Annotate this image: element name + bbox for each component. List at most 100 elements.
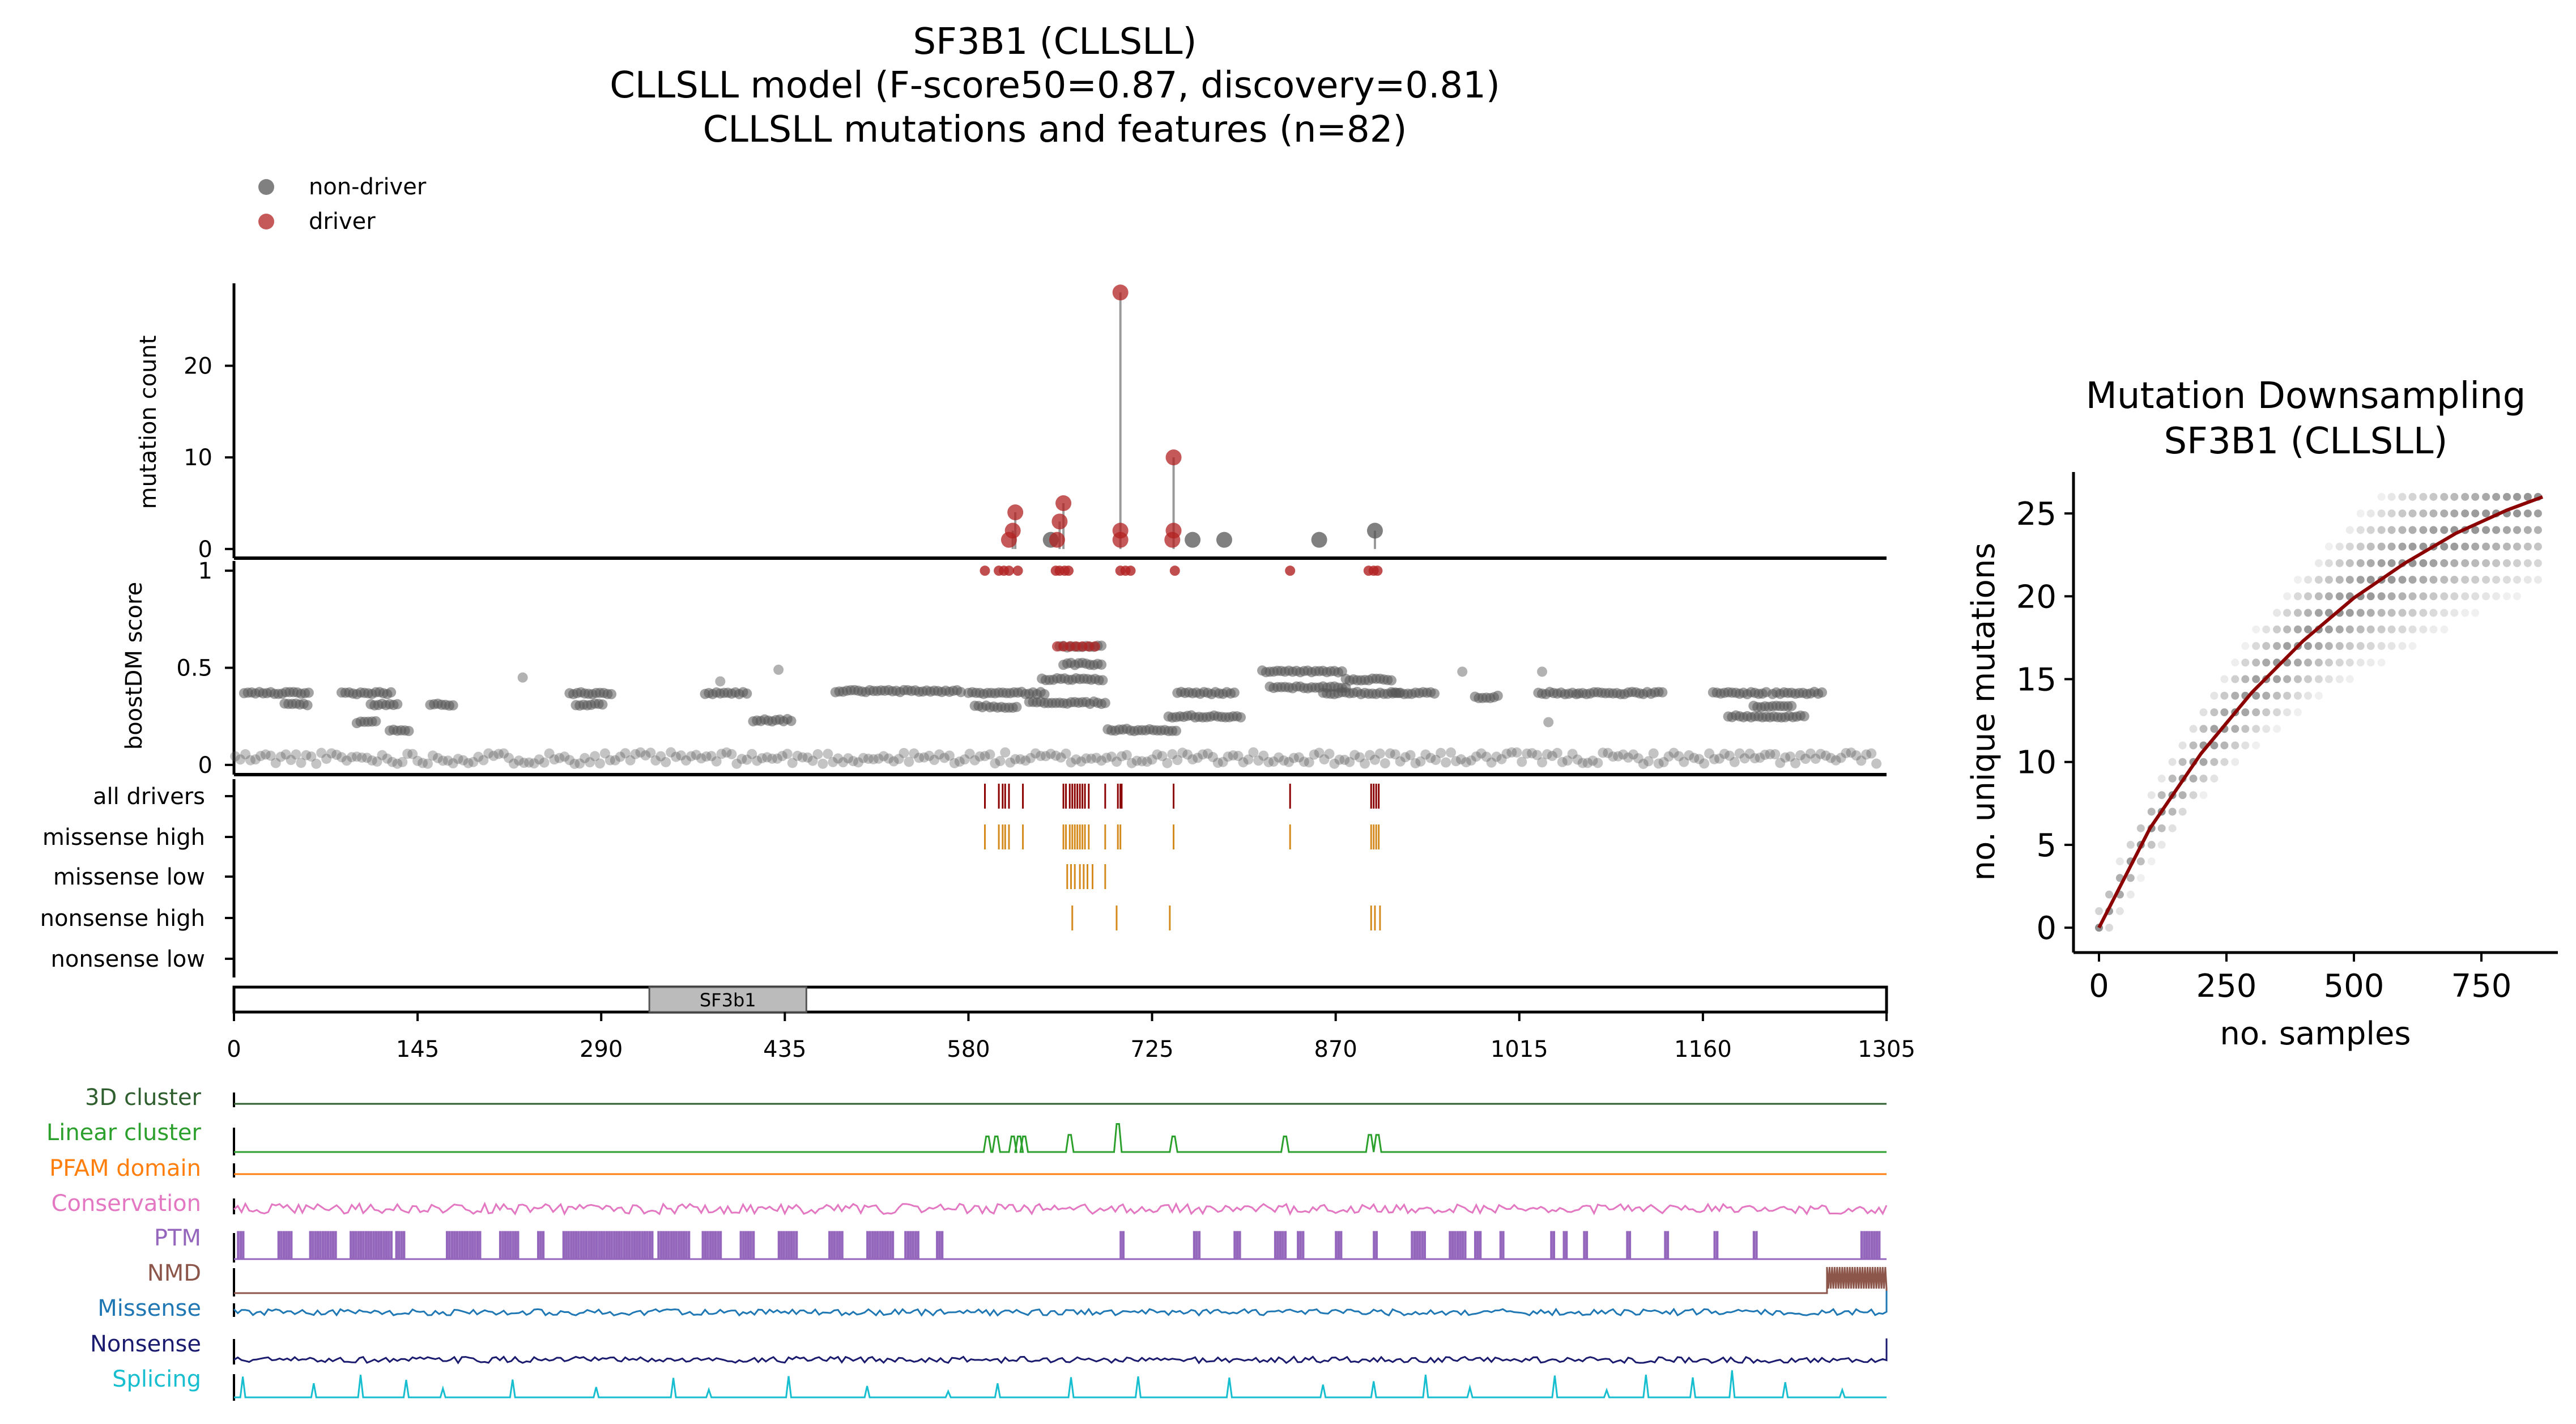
downsample-point — [2408, 509, 2417, 518]
boost-point — [1263, 756, 1274, 767]
boost-point — [1126, 758, 1137, 768]
driver-boost-point — [1372, 566, 1383, 576]
boost-point — [995, 756, 1006, 767]
boost-point — [296, 758, 306, 768]
boost-point — [1207, 752, 1218, 763]
boost-point — [230, 751, 241, 762]
boost-point — [1511, 747, 1522, 758]
boost-point — [1871, 758, 1882, 769]
boost-point — [1451, 756, 1462, 767]
downsample-point — [2314, 691, 2323, 700]
downsample-point — [2241, 642, 2250, 651]
downsample-point — [2429, 526, 2438, 534]
boost-point — [1739, 753, 1750, 764]
boost-point — [715, 676, 726, 687]
driver-count-point — [1004, 522, 1021, 539]
downsample-point — [2377, 625, 2386, 634]
downsample-point — [2314, 592, 2323, 601]
downsample-point — [2231, 691, 2239, 700]
boost-point — [468, 756, 479, 767]
downsample-point — [2335, 592, 2344, 601]
downsample-point — [2178, 741, 2187, 750]
x-tick-label: 580 — [947, 1036, 990, 1062]
boost-point — [1223, 751, 1233, 762]
downsample-point — [2178, 791, 2187, 800]
downsample-point — [2345, 625, 2354, 634]
down-y-tick-label: 5 — [2036, 827, 2056, 864]
boost-point — [255, 751, 266, 762]
downsample-point — [2366, 625, 2375, 634]
boost-point — [1147, 754, 1157, 765]
downsample-point — [2115, 857, 2124, 866]
boost-point — [969, 755, 980, 766]
boost-point — [564, 755, 575, 766]
downsample-point — [2136, 857, 2145, 866]
boost-point — [1157, 751, 1168, 762]
boost-point — [559, 751, 570, 762]
boost-point — [680, 755, 691, 766]
boost-point — [493, 749, 504, 759]
boost-point — [1061, 748, 1071, 759]
boost-point — [1324, 749, 1335, 759]
boost-point — [1856, 755, 1867, 766]
boost-point — [711, 756, 722, 767]
downsample-point — [2314, 658, 2323, 667]
boost-point — [1455, 754, 1466, 765]
boost-point — [1861, 749, 1872, 760]
boost-point — [980, 751, 990, 762]
downsample-point — [2523, 542, 2532, 551]
boost-point — [606, 689, 617, 700]
driver-boost-point — [980, 566, 990, 576]
downsample-point — [2189, 725, 2198, 733]
downsample-point — [2283, 642, 2292, 651]
downsample-point — [2356, 609, 2365, 617]
driver-count-point — [1051, 513, 1068, 530]
feature-tracks-panel: 3D cluster Linear cluster PFAM domain Conse… — [46, 1085, 1888, 1401]
downsample-point — [2513, 509, 2521, 518]
boost-point — [382, 753, 393, 764]
boost-point — [685, 751, 696, 762]
downsample-point — [2294, 576, 2302, 584]
boost-point — [1410, 758, 1421, 768]
boost-point — [914, 753, 925, 763]
downsample-point — [2356, 559, 2365, 567]
boost-point — [949, 758, 960, 768]
downsample-point — [2450, 576, 2459, 584]
boost-point — [275, 751, 286, 762]
boost-point — [478, 755, 489, 766]
downsample-point — [2335, 642, 2344, 651]
x-tick-label: 1015 — [1491, 1036, 1548, 1062]
boost-point — [1171, 725, 1182, 736]
downsample-point — [2503, 542, 2511, 551]
boost-point — [1613, 751, 1624, 762]
downsample-point — [2429, 609, 2438, 617]
boost-point — [833, 753, 844, 764]
downsample-point — [2419, 509, 2428, 518]
downsample-point — [2366, 658, 2375, 667]
track-label: missense low — [53, 864, 205, 890]
legend-marker-non-driver — [258, 179, 274, 195]
boost-point — [888, 756, 899, 767]
x-tick-label: 870 — [1314, 1036, 1357, 1062]
boost-point — [1142, 756, 1152, 767]
downsample-point — [2492, 542, 2501, 551]
boost-point — [534, 754, 544, 765]
boost-point — [1704, 748, 1715, 759]
boost-point — [1567, 749, 1578, 759]
boost-point — [1653, 758, 1664, 769]
downsample-point — [2220, 758, 2229, 766]
boost-point — [1091, 753, 1102, 763]
downsample-point — [2513, 492, 2521, 501]
downsample-point — [2147, 840, 2156, 849]
downsample-point — [2471, 526, 2480, 534]
boost-point — [1172, 755, 1183, 766]
boost-point — [1136, 756, 1147, 767]
downsample-point — [2304, 609, 2312, 617]
boost-point — [1755, 753, 1765, 763]
boost-point — [1760, 749, 1770, 760]
boost-point — [1197, 749, 1208, 760]
x-tick-label: 435 — [763, 1036, 806, 1062]
boost-point — [1749, 753, 1760, 764]
boost-point — [919, 752, 930, 763]
downsample-point — [2387, 542, 2396, 551]
